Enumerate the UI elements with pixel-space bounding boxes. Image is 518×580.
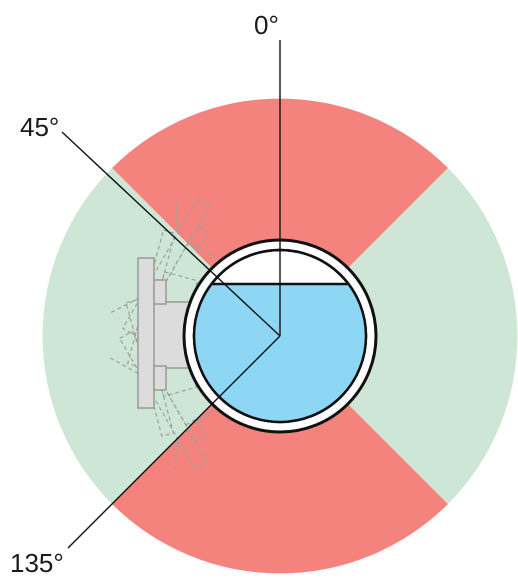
forbidden-zone-bottom (112, 336, 448, 574)
device-flange (137, 257, 155, 409)
angle-label-lower-left: 135° (10, 548, 64, 578)
device-bolt-top (153, 279, 167, 305)
angle-label-top: 0° (254, 10, 279, 40)
angle-label-upper-left: 45° (20, 112, 59, 142)
leader-line-45-degree (61, 131, 281, 337)
leader-line-135-degree (67, 335, 281, 549)
angle-leader-lines (61, 40, 281, 549)
allowed-zone-right (280, 168, 518, 504)
pipe-liquid (193, 284, 366, 422)
device-bolt-bottom (153, 365, 167, 391)
